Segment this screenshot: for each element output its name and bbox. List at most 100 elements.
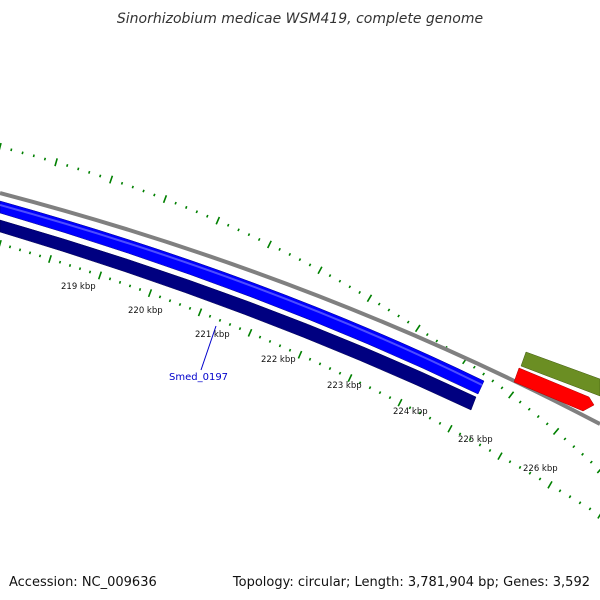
minor-tick <box>78 267 82 271</box>
major-tick <box>0 239 2 247</box>
minor-tick <box>174 201 177 205</box>
minor-tick <box>397 314 400 318</box>
major-tick <box>0 142 2 151</box>
minor-tick <box>518 400 522 404</box>
minor-tick <box>563 437 567 441</box>
major-tick <box>162 195 168 204</box>
minor-tick <box>247 233 251 237</box>
minor-tick <box>257 237 261 242</box>
minor-tick <box>32 154 35 158</box>
major-tick <box>247 328 253 337</box>
kbp-label: 226 kbp <box>523 464 558 474</box>
major-tick <box>547 480 553 489</box>
minor-tick <box>488 449 492 452</box>
minor-tick <box>208 314 212 318</box>
minor-tick <box>438 421 442 425</box>
minor-tick <box>168 299 172 303</box>
minor-tick <box>142 189 145 193</box>
minor-tick <box>435 339 439 343</box>
minor-tick <box>153 193 156 197</box>
minor-tick <box>237 228 240 232</box>
minor-tick <box>378 391 382 395</box>
minor-tick <box>508 460 512 464</box>
gene-label-smed-0197[interactable]: Smed_0197 <box>169 372 228 383</box>
minor-tick <box>228 322 232 327</box>
minor-tick <box>298 258 302 262</box>
minor-tick <box>581 452 585 456</box>
minor-tick <box>128 284 132 288</box>
minor-tick <box>268 339 272 343</box>
minor-tick <box>278 247 281 251</box>
minor-tick <box>218 318 222 322</box>
major-tick <box>215 216 221 225</box>
minor-tick <box>77 167 80 171</box>
minor-tick <box>328 367 332 371</box>
minor-tick <box>278 344 282 348</box>
minor-tick <box>28 251 32 255</box>
kbp-label: 223 kbp <box>327 381 362 391</box>
map-title: Sinorhizobium medicae WSM419, complete g… <box>117 11 483 27</box>
gene-feature-forward[interactable] <box>0 200 485 395</box>
minor-tick <box>348 285 352 289</box>
major-tick <box>597 513 600 519</box>
minor-tick <box>108 277 112 281</box>
major-tick <box>297 350 303 359</box>
minor-tick <box>195 210 199 214</box>
minor-tick <box>178 302 182 307</box>
minor-tick <box>491 379 495 383</box>
major-tick <box>97 271 103 280</box>
minor-tick <box>120 181 124 185</box>
minor-tick <box>88 270 92 274</box>
minor-tick <box>358 290 361 294</box>
major-tick <box>508 391 515 399</box>
minor-tick <box>545 422 549 426</box>
minor-tick <box>425 333 429 337</box>
minor-tick <box>338 371 342 375</box>
minor-tick <box>589 460 593 464</box>
major-tick <box>48 254 52 264</box>
major-tick <box>414 324 421 333</box>
minor-tick <box>527 407 531 411</box>
gene-label-leader <box>200 325 217 371</box>
minor-tick <box>158 295 162 299</box>
minor-tick <box>185 205 188 209</box>
minor-tick <box>138 288 142 291</box>
minor-tick <box>131 185 134 189</box>
minor-tick <box>500 386 504 390</box>
minor-tick <box>226 223 230 227</box>
major-tick <box>197 308 203 317</box>
gene-feature-smed-0197[interactable] <box>0 219 477 411</box>
minor-tick <box>118 280 122 284</box>
outer-tick-ring <box>0 142 600 474</box>
minor-tick <box>536 414 540 419</box>
minor-tick <box>472 365 476 369</box>
inner-tick-ring <box>0 239 600 519</box>
minor-tick <box>308 357 312 361</box>
major-tick <box>552 427 560 436</box>
minor-tick <box>358 381 362 385</box>
minor-tick <box>572 445 576 449</box>
minor-tick <box>68 263 72 267</box>
minor-tick <box>43 157 47 161</box>
minor-tick <box>21 151 24 155</box>
minor-tick <box>188 306 192 310</box>
minor-tick <box>206 214 209 218</box>
minor-tick <box>418 411 422 415</box>
minor-tick <box>468 437 472 441</box>
minor-tick <box>38 254 42 258</box>
kbp-label: 220 kbp <box>128 306 163 316</box>
accession-text: Accession: NC_009636 <box>9 575 157 590</box>
minor-tick <box>482 372 486 376</box>
minor-tick <box>458 432 462 436</box>
gene-feature-olive[interactable] <box>520 351 600 397</box>
minor-tick <box>288 252 292 256</box>
minor-tick <box>8 245 12 249</box>
minor-tick <box>387 308 391 312</box>
minor-tick <box>58 260 62 264</box>
major-tick <box>109 175 114 184</box>
minor-tick <box>318 362 322 366</box>
minor-tick <box>588 507 592 511</box>
minor-tick <box>368 386 372 390</box>
gene-feature-red[interactable] <box>513 367 595 412</box>
